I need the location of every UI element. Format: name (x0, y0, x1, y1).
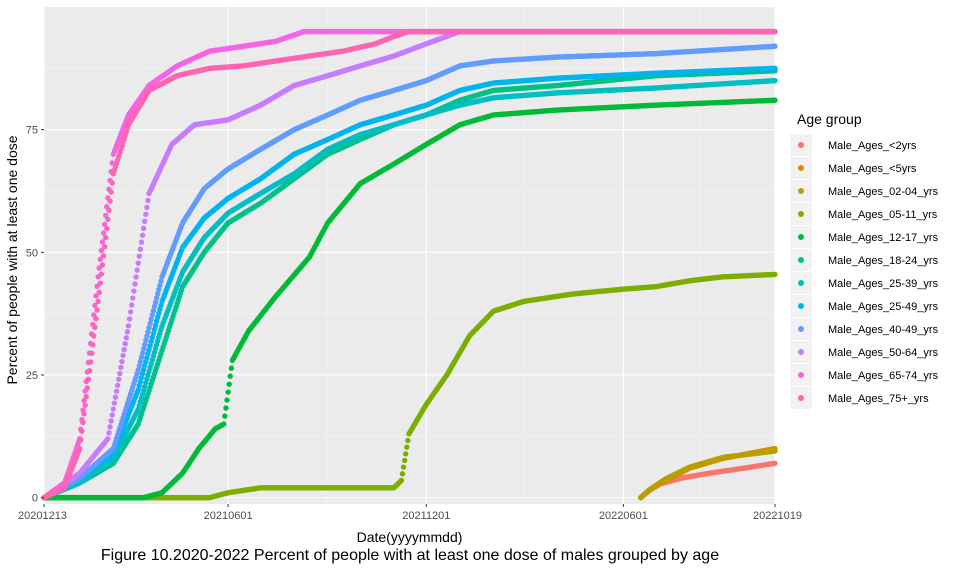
data-point (129, 302, 135, 308)
data-point (117, 370, 123, 377)
data-point (138, 239, 145, 245)
data-point (772, 271, 778, 278)
data-point (125, 323, 132, 329)
data-point (122, 341, 128, 347)
data-point (111, 400, 118, 406)
vaccination-chart: 20201213 20210601 20211201 20220601 20221019… (4, 7, 939, 545)
data-point (772, 43, 778, 49)
data-point (140, 225, 147, 231)
data-point (131, 288, 137, 294)
data-point (126, 316, 133, 322)
data-point (772, 97, 778, 103)
data-point (123, 335, 130, 341)
data-point (227, 373, 233, 379)
data-point (108, 418, 114, 424)
data-point (772, 460, 778, 466)
data-point (224, 397, 230, 403)
data-point (401, 457, 408, 464)
data-point (112, 394, 119, 400)
data-point (119, 358, 125, 365)
data-point (142, 218, 148, 225)
data-point (133, 274, 139, 280)
data-point (127, 309, 134, 315)
data-point (405, 437, 411, 444)
data-point (113, 388, 120, 394)
data-point (221, 421, 227, 427)
data-point (136, 253, 142, 259)
data-point (772, 65, 778, 72)
data-point (130, 295, 136, 301)
data-point (225, 389, 231, 395)
data-point (134, 267, 140, 273)
data-point (120, 352, 126, 359)
data-point (118, 364, 124, 371)
data-point (124, 329, 131, 335)
data-point (116, 376, 122, 383)
data-point (132, 281, 138, 287)
data-point (110, 406, 117, 412)
data-point (105, 436, 111, 442)
data-point (114, 382, 121, 388)
data-point (144, 204, 150, 211)
data-point (398, 477, 405, 484)
data-point (135, 260, 141, 266)
data-point (772, 77, 778, 84)
data-point (121, 346, 127, 353)
data-point (143, 211, 149, 218)
data-point (106, 430, 112, 436)
data-point (403, 451, 409, 457)
data-point (109, 412, 115, 418)
data-point (404, 444, 410, 450)
data-points (41, 28, 778, 501)
data-point (145, 197, 151, 204)
data-point (400, 464, 407, 470)
data-point (226, 381, 232, 387)
data-point (107, 424, 113, 430)
series-Male_Ages_02-04_yrs (638, 448, 778, 501)
data-point (399, 471, 406, 477)
data-point (223, 405, 229, 411)
data-point (228, 365, 235, 371)
data-point (137, 246, 144, 252)
data-point (139, 232, 146, 238)
data-point (222, 413, 228, 419)
data-point (772, 448, 778, 454)
